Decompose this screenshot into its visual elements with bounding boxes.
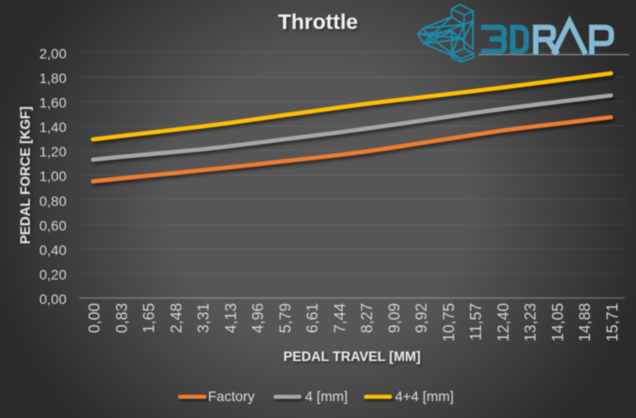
- svg-text:0,20: 0,20: [39, 266, 66, 282]
- svg-text:12,40: 12,40: [495, 303, 512, 342]
- svg-text:5,79: 5,79: [277, 303, 294, 333]
- svg-text:PEDAL FORCE [KGF]: PEDAL FORCE [KGF]: [18, 106, 33, 244]
- svg-text:15,71: 15,71: [605, 303, 622, 342]
- svg-text:0,00: 0,00: [39, 291, 66, 307]
- svg-text:8,27: 8,27: [359, 303, 376, 333]
- svg-text:6,61: 6,61: [305, 303, 322, 333]
- svg-text:14,05: 14,05: [550, 303, 567, 342]
- svg-text:0,80: 0,80: [39, 193, 66, 209]
- svg-text:7,44: 7,44: [332, 303, 349, 334]
- svg-text:10,75: 10,75: [441, 303, 458, 342]
- svg-text:4+4 [mm]: 4+4 [mm]: [395, 388, 454, 404]
- svg-text:0,83: 0,83: [114, 303, 131, 333]
- svg-text:1,00: 1,00: [39, 168, 66, 184]
- svg-text:1,65: 1,65: [141, 303, 158, 333]
- svg-text:9,09: 9,09: [386, 303, 403, 333]
- svg-text:14,88: 14,88: [577, 303, 594, 342]
- svg-text:1,40: 1,40: [39, 119, 66, 135]
- svg-text:1,60: 1,60: [39, 95, 66, 111]
- svg-text:9,92: 9,92: [414, 303, 431, 333]
- svg-text:1,80: 1,80: [39, 70, 66, 86]
- svg-text:2,00: 2,00: [39, 45, 66, 61]
- svg-text:0,40: 0,40: [39, 242, 66, 258]
- svg-text:4,13: 4,13: [223, 303, 240, 333]
- svg-text:0,00: 0,00: [87, 303, 104, 334]
- svg-text:2,48: 2,48: [168, 303, 185, 333]
- svg-text:Factory: Factory: [208, 388, 255, 404]
- svg-text:0,60: 0,60: [39, 217, 66, 233]
- svg-text:11,57: 11,57: [468, 303, 485, 341]
- svg-text:PEDAL TRAVEL [MM]: PEDAL TRAVEL [MM]: [283, 349, 420, 364]
- svg-text:1,20: 1,20: [39, 144, 66, 160]
- svg-text:4 [mm]: 4 [mm]: [305, 388, 348, 404]
- svg-text:Throttle: Throttle: [278, 10, 358, 34]
- svg-text:3,31: 3,31: [196, 303, 213, 333]
- svg-text:13,23: 13,23: [523, 303, 540, 342]
- svg-text:4,96: 4,96: [250, 303, 267, 333]
